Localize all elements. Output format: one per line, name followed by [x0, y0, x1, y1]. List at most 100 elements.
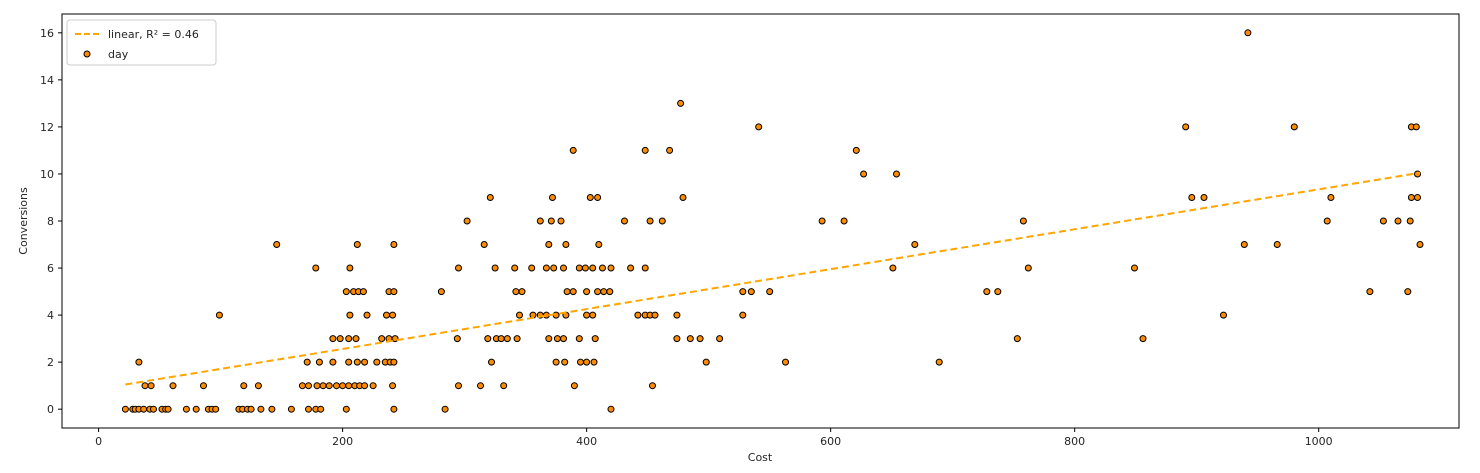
data-point-198 [893, 170, 900, 178]
data-point-95 [1013, 335, 1021, 343]
data-point-6 [150, 405, 157, 413]
data-point-45 [361, 382, 369, 390]
data-point-97 [215, 311, 223, 319]
legend-box [66, 19, 217, 66]
x-axis-ticks: 0 200 400 600 800 1000 [95, 428, 1333, 448]
data-point-52 [649, 382, 656, 390]
data-point-85 [513, 335, 521, 343]
data-point-114 [673, 311, 681, 319]
data-point-150 [589, 264, 597, 272]
data-point-19 [257, 405, 265, 413]
data-point-21 [287, 405, 295, 413]
data-point-173 [621, 217, 628, 225]
data-point-24 [317, 405, 325, 413]
data-point-204 [1412, 123, 1420, 131]
data-point-101 [389, 311, 397, 319]
data-point-67 [577, 358, 584, 366]
data-point-108 [583, 311, 591, 319]
data-point-156 [1024, 264, 1032, 272]
data-point-186 [594, 194, 602, 201]
data-point-140 [346, 264, 354, 272]
data-point-157 [1131, 264, 1138, 272]
data-point-30 [147, 382, 155, 390]
y-axis-title: Conversions [17, 187, 30, 255]
data-point-40 [333, 382, 340, 390]
data-point-75 [345, 335, 353, 343]
data-point-113 [651, 311, 659, 319]
data-point-132 [739, 288, 747, 296]
data-point-47 [389, 382, 397, 390]
data-point-162 [545, 241, 553, 248]
data-point-10 [182, 405, 190, 413]
x-tick-label-4: 800 [1064, 435, 1085, 448]
data-point-83 [497, 335, 505, 343]
data-point-163 [562, 241, 570, 248]
data-point-53 [135, 358, 143, 366]
data-point-54 [303, 358, 311, 366]
y-tick-label-6: 12 [40, 121, 54, 134]
data-point-90 [591, 335, 599, 343]
legend-day-label: day [108, 48, 129, 61]
data-point-154 [641, 264, 649, 272]
data-point-202 [1290, 123, 1298, 131]
data-point-0 [121, 405, 129, 413]
data-point-72 [935, 358, 943, 366]
data-point-92 [686, 335, 694, 343]
data-point-133 [747, 288, 755, 296]
data-point-149 [581, 264, 589, 272]
data-point-99 [363, 311, 371, 319]
data-point-159 [353, 241, 361, 248]
data-point-64 [488, 358, 495, 366]
data-point-29 [141, 382, 149, 390]
data-point-120 [359, 288, 367, 296]
data-point-142 [491, 264, 499, 272]
data-point-147 [560, 264, 567, 272]
data-point-165 [911, 241, 919, 248]
data-point-137 [1366, 288, 1374, 296]
y-tick-label-3: 6 [47, 262, 54, 275]
data-point-20 [268, 405, 276, 413]
data-point-177 [840, 217, 848, 225]
data-point-51 [570, 382, 578, 390]
x-axis-title: Cost [748, 451, 773, 464]
data-point-196 [852, 146, 860, 154]
data-point-155 [889, 264, 897, 272]
data-point-96 [1139, 335, 1147, 343]
data-point-33 [240, 382, 248, 390]
data-point-200 [755, 123, 763, 131]
data-point-192 [1414, 194, 1421, 201]
data-point-28 [607, 405, 615, 413]
data-point-63 [390, 358, 398, 366]
data-point-100 [383, 311, 390, 319]
data-point-102 [516, 311, 523, 319]
data-point-166 [1240, 241, 1248, 248]
data-point-189 [1200, 194, 1208, 201]
data-point-143 [511, 264, 519, 272]
data-point-145 [542, 264, 550, 272]
y-tick-label-0: 0 [47, 403, 54, 416]
plot-background [62, 14, 1459, 428]
data-point-128 [583, 288, 591, 296]
data-point-18 [247, 405, 255, 413]
data-point-193 [569, 146, 577, 154]
data-point-88 [560, 335, 567, 343]
data-point-181 [1394, 217, 1402, 225]
data-point-169 [463, 217, 471, 225]
data-point-58 [353, 358, 361, 366]
data-point-79 [391, 335, 399, 343]
data-point-93 [696, 335, 704, 343]
data-point-34 [254, 382, 262, 390]
data-point-195 [666, 146, 674, 154]
data-point-70 [702, 358, 710, 366]
data-point-89 [575, 335, 583, 343]
data-point-183 [486, 194, 494, 201]
legend-day-swatch [83, 50, 91, 58]
data-point-80 [453, 335, 461, 343]
data-point-182 [1406, 217, 1414, 225]
data-point-66 [561, 358, 569, 366]
data-point-130 [600, 288, 608, 296]
fit-line-layer [125, 171, 1421, 386]
data-point-26 [390, 405, 398, 413]
data-point-153 [627, 264, 635, 272]
data-point-11 [192, 405, 200, 413]
